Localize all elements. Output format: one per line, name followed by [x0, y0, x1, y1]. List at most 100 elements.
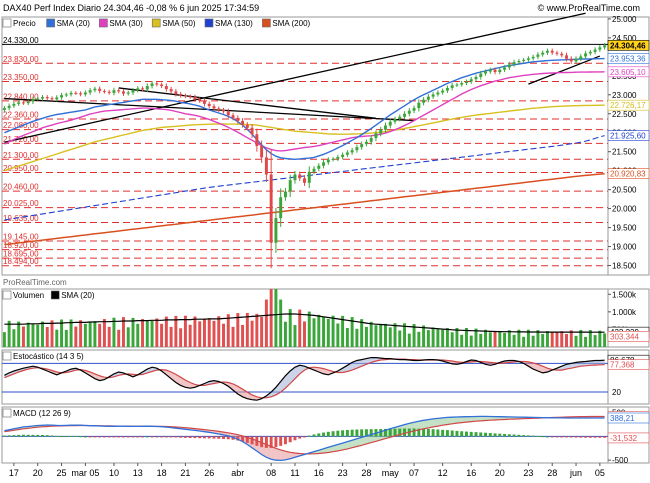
macd-hist-bar [479, 432, 483, 437]
candle-body [202, 100, 206, 104]
volume-bar [74, 326, 78, 347]
volume-bar [364, 326, 368, 347]
volume-bar [31, 323, 35, 347]
stoch-fill [571, 362, 577, 369]
candle-body [207, 103, 211, 107]
volume-bar [83, 323, 87, 347]
volume-bar [226, 314, 230, 347]
candle-body [384, 125, 387, 130]
candle-body [598, 47, 602, 50]
candle-body [369, 138, 373, 142]
candle-body [245, 124, 249, 128]
macd-hist-bar [588, 436, 592, 438]
macd-fill [466, 416, 472, 423]
candle-body [436, 92, 440, 95]
candle-body [350, 150, 354, 153]
candle-body [131, 90, 135, 93]
macd-hist-bar [360, 429, 364, 437]
macd-hist-bar [326, 431, 330, 437]
candle-body [102, 90, 106, 92]
candle-body [307, 171, 311, 183]
candle-body [312, 168, 316, 172]
volume-bar [245, 312, 249, 347]
candle-body [212, 106, 216, 109]
site-credit: © www.ProRealTime.com [537, 3, 640, 13]
macd-hist-bar [565, 436, 568, 438]
macd-hist-bar [212, 436, 216, 439]
candle-body [588, 51, 592, 54]
value-tag-label: 24.304,46 [610, 41, 646, 50]
volume-bar [231, 326, 235, 347]
macd-hist-bar [250, 436, 254, 445]
volume-bar [136, 323, 140, 347]
stoch-fill [171, 371, 176, 383]
candle-body [155, 83, 159, 85]
value-tag [607, 130, 650, 141]
volume-bar [269, 289, 273, 347]
candle-body [364, 141, 368, 145]
value-tag-label: 20.920,83 [610, 170, 646, 179]
volume-bar [41, 321, 44, 347]
volume-bar [155, 318, 159, 347]
value-tag [607, 432, 650, 444]
volume-bar [207, 318, 211, 347]
x-tick-label: abr [231, 468, 244, 478]
candle-body [388, 121, 392, 126]
stoch-fill [280, 375, 286, 393]
volume-bar [374, 325, 378, 347]
candle-body [83, 92, 87, 95]
legend-swatch [2, 290, 12, 300]
volume-bar [388, 327, 392, 347]
macd-hist-bar [7, 435, 11, 437]
macd-hist-bar [307, 435, 311, 437]
candle-body [360, 144, 364, 148]
stoch-fill [314, 367, 319, 372]
candle-body [403, 113, 407, 117]
candle-body [336, 157, 340, 159]
macd-hist-bar [331, 431, 335, 437]
chart-title: DAX40 Perf Index Diario 24.304,46 -0,08 … [3, 3, 260, 13]
value-tag [607, 412, 650, 424]
macd-hist-bar [226, 436, 230, 440]
x-tick-label: mar 05 [71, 468, 99, 478]
level-label: 18.695,00 [3, 250, 39, 259]
value-tag [607, 53, 650, 64]
macd-fill [428, 418, 434, 428]
macd-fill [433, 418, 438, 427]
macd-hist-bar [202, 436, 206, 439]
y-tick-label: 1.500k [612, 290, 637, 299]
level-label: 18.494,00 [3, 257, 39, 266]
volume-bar [379, 324, 383, 347]
x-tick-label: 28 [547, 468, 557, 478]
macd-hist-bar [236, 436, 240, 441]
level-label: 20.950,00 [3, 164, 39, 173]
macd-fill [452, 416, 457, 424]
macd-hist-bar [445, 430, 449, 437]
candle-body [455, 84, 459, 86]
y-tick-label: -500 [612, 456, 629, 465]
candle-body [64, 94, 68, 96]
stoch-fill [228, 382, 234, 391]
level-label: 21.720,00 [3, 135, 39, 144]
volume-bar [117, 329, 121, 347]
macd-hist-bar [60, 436, 64, 438]
macd-hist-bar [112, 436, 116, 438]
candle-body [264, 157, 268, 175]
legend-swatch [151, 18, 161, 28]
macd-hist-bar [460, 431, 464, 437]
candle-body [260, 146, 264, 158]
volume-bar [217, 316, 221, 347]
volume-bar [498, 331, 502, 347]
volume-bar [345, 328, 349, 347]
candle-body [565, 55, 568, 59]
stoch-fill [585, 360, 591, 366]
candle-body [398, 116, 402, 120]
sma130-line [4, 135, 605, 221]
volume-bar [112, 317, 116, 347]
macd-fill [337, 443, 343, 451]
candle-body [555, 52, 559, 54]
macd-hist-bar [136, 436, 140, 438]
macd-fill [333, 444, 338, 452]
